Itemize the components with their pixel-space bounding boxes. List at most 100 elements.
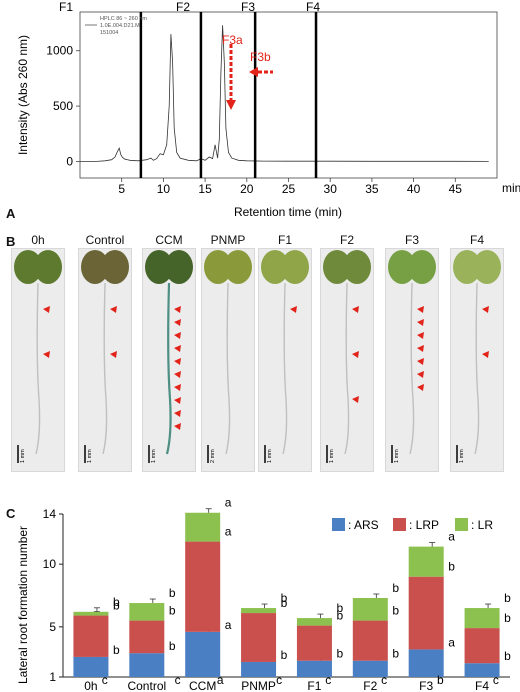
category-label: PNMP: [241, 679, 276, 692]
seedling-photo-f3: 1 mm: [385, 248, 439, 472]
bar-lr: [129, 603, 165, 621]
f3a-arrow-head: [226, 100, 236, 110]
sig-letter-lr: b: [504, 591, 511, 605]
scale-bar-label: 1 mm: [459, 449, 465, 463]
panel-c: C 1 5 10 14 b b b 0h c b b b Control c a a a CCM a b b b PNMP…: [0, 476, 520, 692]
panel-a-letter: A: [6, 206, 16, 221]
panel-c-letter: C: [6, 506, 16, 521]
root: [344, 282, 350, 455]
lateral-root-arrowhead: [43, 306, 50, 313]
cotyledon: [224, 250, 252, 284]
lateral-root-arrowhead: [352, 351, 359, 358]
sig-letter-ars: b: [392, 647, 399, 661]
category-label: F4: [475, 679, 489, 692]
sig-letter-ars: b: [113, 643, 120, 657]
c-y-tick-label: 5: [49, 620, 56, 634]
legend-ars-swatch: [332, 518, 345, 531]
seedling-label-f1: F1: [277, 233, 292, 247]
bar-lr: [185, 512, 221, 542]
scale-bar-label: 2 mm: [210, 449, 216, 463]
bar-lrp: [296, 625, 332, 661]
sig-letter-ars: b: [169, 639, 176, 653]
cotyledon: [323, 250, 351, 284]
y-axis-label: Intensity (Abs 260 nm): [16, 35, 30, 155]
y-tick-label: 0: [66, 154, 73, 168]
panel-b: B: [0, 226, 520, 476]
cotyledon: [14, 250, 42, 284]
bar-lr: [73, 611, 109, 616]
y-tick-label: 1000: [46, 44, 73, 58]
category-label: F3: [419, 679, 433, 692]
cotyledon: [281, 250, 309, 284]
seedling-drawing: 1 mm: [81, 250, 129, 463]
seedling-drawing: 1 mm: [14, 250, 62, 463]
legend-lr-swatch: [455, 518, 468, 531]
seedling-drawing: 1 mm: [145, 250, 193, 463]
lateral-root-arrowhead: [174, 358, 181, 365]
panel-b-letter: B: [6, 234, 16, 249]
lateral-root-arrowhead: [417, 306, 424, 313]
bar-ars: [464, 663, 500, 677]
scale-bar-label: 1 mm: [267, 449, 273, 463]
seedling-drawing: 2 mm: [204, 250, 252, 463]
category-letter: c: [325, 673, 331, 687]
chromatogram-chart: 5 10 15 20 25 30 35 40 45 0 500 1000 F1 F2 F3 F4 H…: [16, 0, 520, 219]
legend-lrp-swatch: [393, 518, 406, 531]
fraction-label-f2: F2: [176, 0, 190, 14]
category-letter: b: [437, 673, 444, 687]
seedling-photo-pnmp: 2 mm: [201, 248, 255, 472]
bar-lrp: [185, 541, 221, 632]
x-tick-label: 40: [407, 182, 421, 196]
scale-bar-label: 1 mm: [329, 449, 335, 463]
x-tick-label: 15: [198, 182, 212, 196]
seedling-drawing: 1 mm: [388, 250, 436, 463]
x-tick-label: 20: [240, 182, 254, 196]
seedling-drawing: 1 mm: [453, 250, 501, 463]
scale-bar-label: 1 mm: [20, 449, 26, 463]
category-letter: c: [276, 673, 282, 687]
fraction-label-f1: F1: [59, 0, 73, 14]
seedling-label-pnmp: PNMP: [210, 233, 246, 247]
lateral-root-arrowhead: [43, 351, 50, 358]
root: [102, 282, 108, 455]
cotyledon: [453, 250, 481, 284]
sig-letter-lr: a: [448, 530, 455, 544]
c-y-tick-label: 14: [43, 507, 57, 521]
x-tick-label: 10: [157, 182, 171, 196]
lateral-root-arrowhead: [417, 332, 424, 339]
lateral-root-arrowhead: [482, 306, 489, 313]
sig-letter-lr: b: [113, 595, 120, 609]
cotyledon: [145, 250, 173, 284]
lateral-root-arrowhead: [352, 306, 359, 313]
y-tick-label: 500: [53, 99, 73, 113]
cotyledon: [473, 250, 501, 284]
x-tick-label: 30: [324, 182, 338, 196]
x-unit: min: [502, 181, 520, 195]
category-letter: c: [493, 673, 499, 687]
sig-letter-ars: a: [448, 635, 455, 649]
bar-lr: [296, 618, 332, 626]
panel-a: A 5 10 15 20 25 30 35 40 45 0 500 1000 F1 F2 F3 F4…: [0, 0, 520, 226]
legend-ars-label: : ARS: [348, 518, 379, 532]
x-tick-label: 45: [449, 182, 463, 196]
root: [474, 282, 480, 455]
seedling-label-ccm: CCM: [155, 233, 183, 247]
category-letter: c: [175, 673, 181, 687]
bar-ars: [352, 660, 388, 677]
seedling-label-f3: F3: [404, 233, 419, 247]
seedling-photo-0h: 1 mm: [11, 248, 65, 472]
seedling-label-f2: F2: [339, 233, 354, 247]
lateral-root-arrowhead: [417, 384, 424, 391]
sig-letter-lrp: b: [448, 560, 455, 574]
bar-ars: [408, 649, 444, 677]
sig-letter-ars: b: [336, 647, 343, 661]
seedling-label-0h: 0h: [31, 233, 45, 247]
legend-line-3: 151004: [100, 30, 118, 36]
x-axis-label: Retention time (min): [234, 205, 342, 219]
bar-lr: [464, 608, 500, 629]
lateral-root-arrowhead: [174, 397, 181, 404]
lateral-root-arrowhead: [417, 345, 424, 352]
lateral-root-arrowhead: [174, 332, 181, 339]
seedling-drawing: 1 mm: [323, 250, 371, 463]
